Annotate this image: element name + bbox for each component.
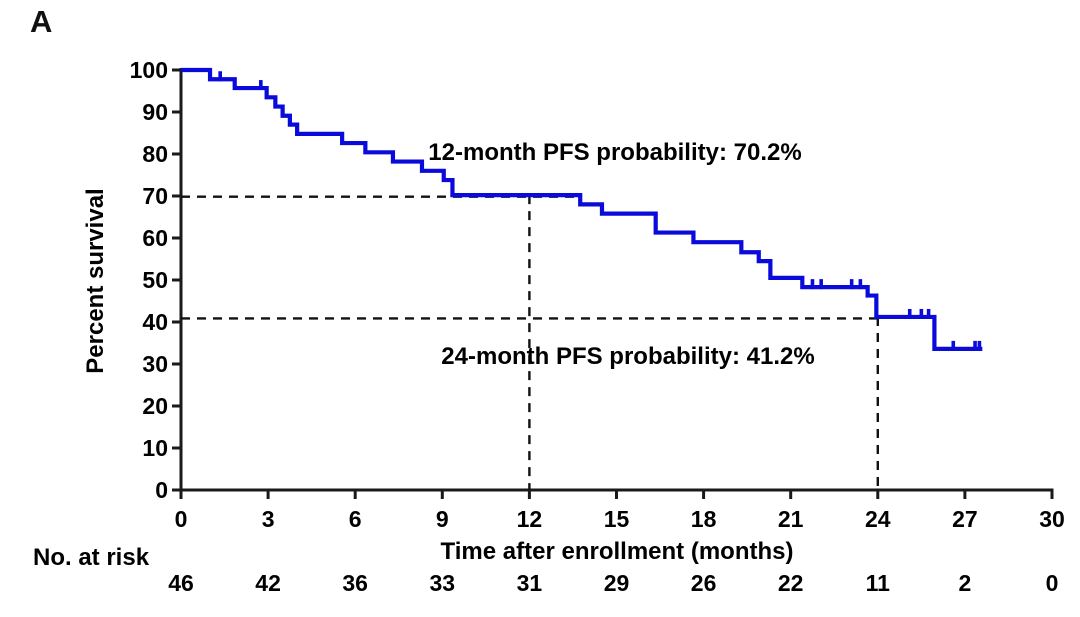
annotation-24-month-pfs: 24-month PFS probability: 41.2%	[441, 343, 815, 370]
survival-curve	[181, 67, 983, 351]
panel-label: A	[30, 4, 53, 39]
y-axis-title: Percent survival	[82, 188, 109, 374]
x-axis-title: Time after enrollment (months)	[440, 538, 794, 565]
annotation-12-month-pfs: 12-month PFS probability: 70.2%	[428, 139, 802, 166]
risk-table-label: No. at risk	[33, 544, 150, 571]
